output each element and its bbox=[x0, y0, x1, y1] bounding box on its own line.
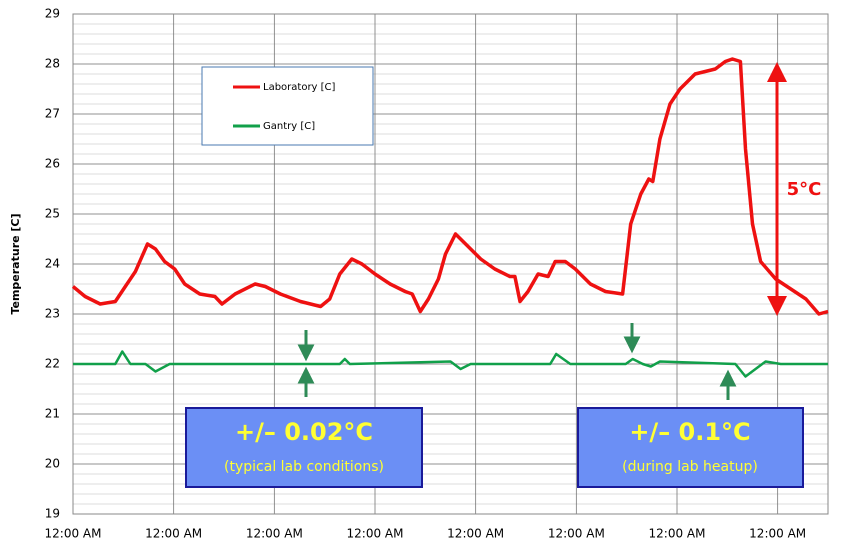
legend-label: Gantry [C] bbox=[263, 121, 315, 132]
y-tick-label: 23 bbox=[45, 307, 60, 321]
y-tick-label: 19 bbox=[45, 507, 60, 521]
x-tick-label: 12:00 AM bbox=[447, 527, 504, 541]
x-tick-label: 12:00 AM bbox=[347, 527, 404, 541]
x-tick-label: 12:00 AM bbox=[749, 527, 806, 541]
annotation: +/– 0.1°C bbox=[629, 418, 750, 446]
y-tick-label: 26 bbox=[45, 157, 60, 171]
x-tick-label: 12:00 AM bbox=[548, 527, 605, 541]
legend bbox=[201, 66, 374, 146]
y-tick-label: 21 bbox=[45, 407, 60, 421]
series-line bbox=[71, 57, 829, 316]
x-tick-label: 12:00 AM bbox=[649, 527, 706, 541]
arrow-head bbox=[767, 62, 787, 82]
y-tick-label: 27 bbox=[45, 107, 60, 121]
x-tick-label: 12:00 AM bbox=[145, 527, 202, 541]
note-box bbox=[577, 407, 804, 488]
series-line bbox=[73, 350, 828, 378]
y-axis-label: Temperature [C] bbox=[9, 213, 22, 314]
y-tick-label: 20 bbox=[45, 457, 60, 471]
x-tick-label: 12:00 AM bbox=[246, 527, 303, 541]
y-tick-label: 25 bbox=[45, 207, 60, 221]
y-tick-label: 24 bbox=[45, 257, 60, 271]
plot-frame bbox=[72, 13, 829, 515]
legend-label: Laboratory [C] bbox=[263, 82, 336, 93]
annotation: +/– 0.02°C bbox=[235, 418, 373, 446]
y-tick-label: 29 bbox=[45, 7, 60, 21]
annotation: (typical lab conditions) bbox=[224, 459, 384, 475]
y-tick-label: 28 bbox=[45, 57, 60, 71]
annotation: 5°C bbox=[787, 179, 822, 200]
y-tick-label: 22 bbox=[45, 357, 60, 371]
lines bbox=[71, 57, 829, 378]
green-arrows bbox=[297, 323, 737, 400]
x-tick-label: 12:00 AM bbox=[45, 527, 102, 541]
arrow-head bbox=[767, 296, 787, 316]
note-box bbox=[185, 407, 423, 488]
annotation: (during lab heatup) bbox=[622, 459, 758, 475]
